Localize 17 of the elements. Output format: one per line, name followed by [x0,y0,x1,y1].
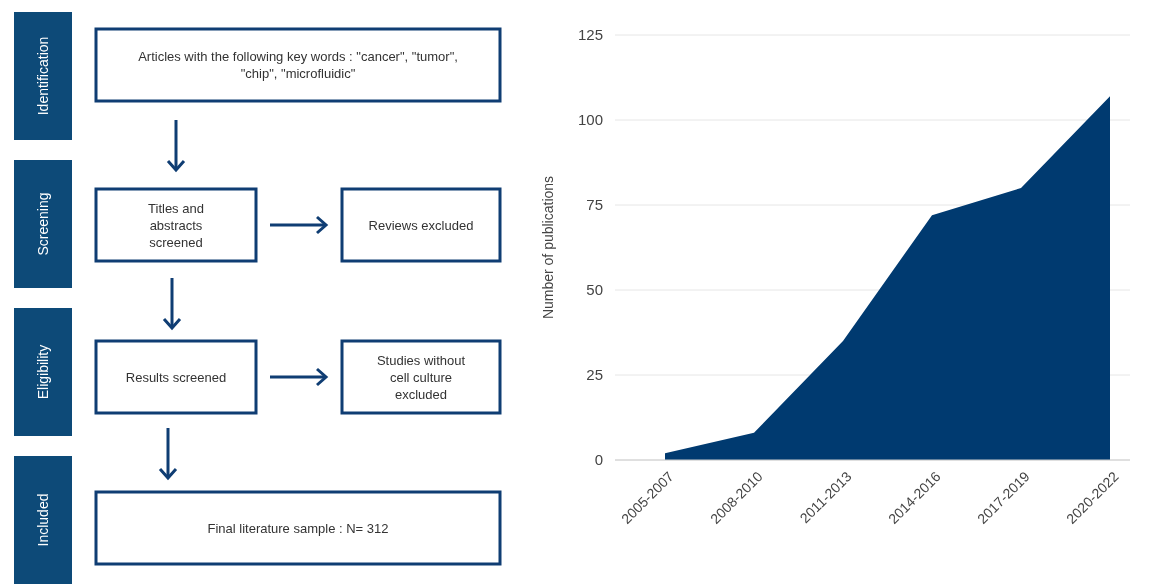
y-tick-label: 100 [577,111,603,129]
y-tick-label: 125 [577,26,603,44]
y-tick-label: 0 [594,451,603,469]
text: Final literature sample : N= 312 [207,520,389,536]
text: Eligibility [35,344,51,400]
text: Articles with the following key words : "cancer", "tumor", "chip", "microfluidic" [138,49,458,81]
text: Titles and abstracts screened [148,200,204,250]
text: Studies without cell culture excluded [376,352,466,402]
text: Included [35,493,51,547]
y-tick-label: 50 [586,281,603,299]
y-tick-label: 75 [586,196,603,214]
y-axis-title: Number of publications [540,175,556,320]
text: Screening [35,192,51,256]
text: Results screened [125,369,227,385]
text: Identification [35,36,51,116]
text: Reviews excluded [368,217,474,233]
y-tick-label: 25 [586,366,603,384]
